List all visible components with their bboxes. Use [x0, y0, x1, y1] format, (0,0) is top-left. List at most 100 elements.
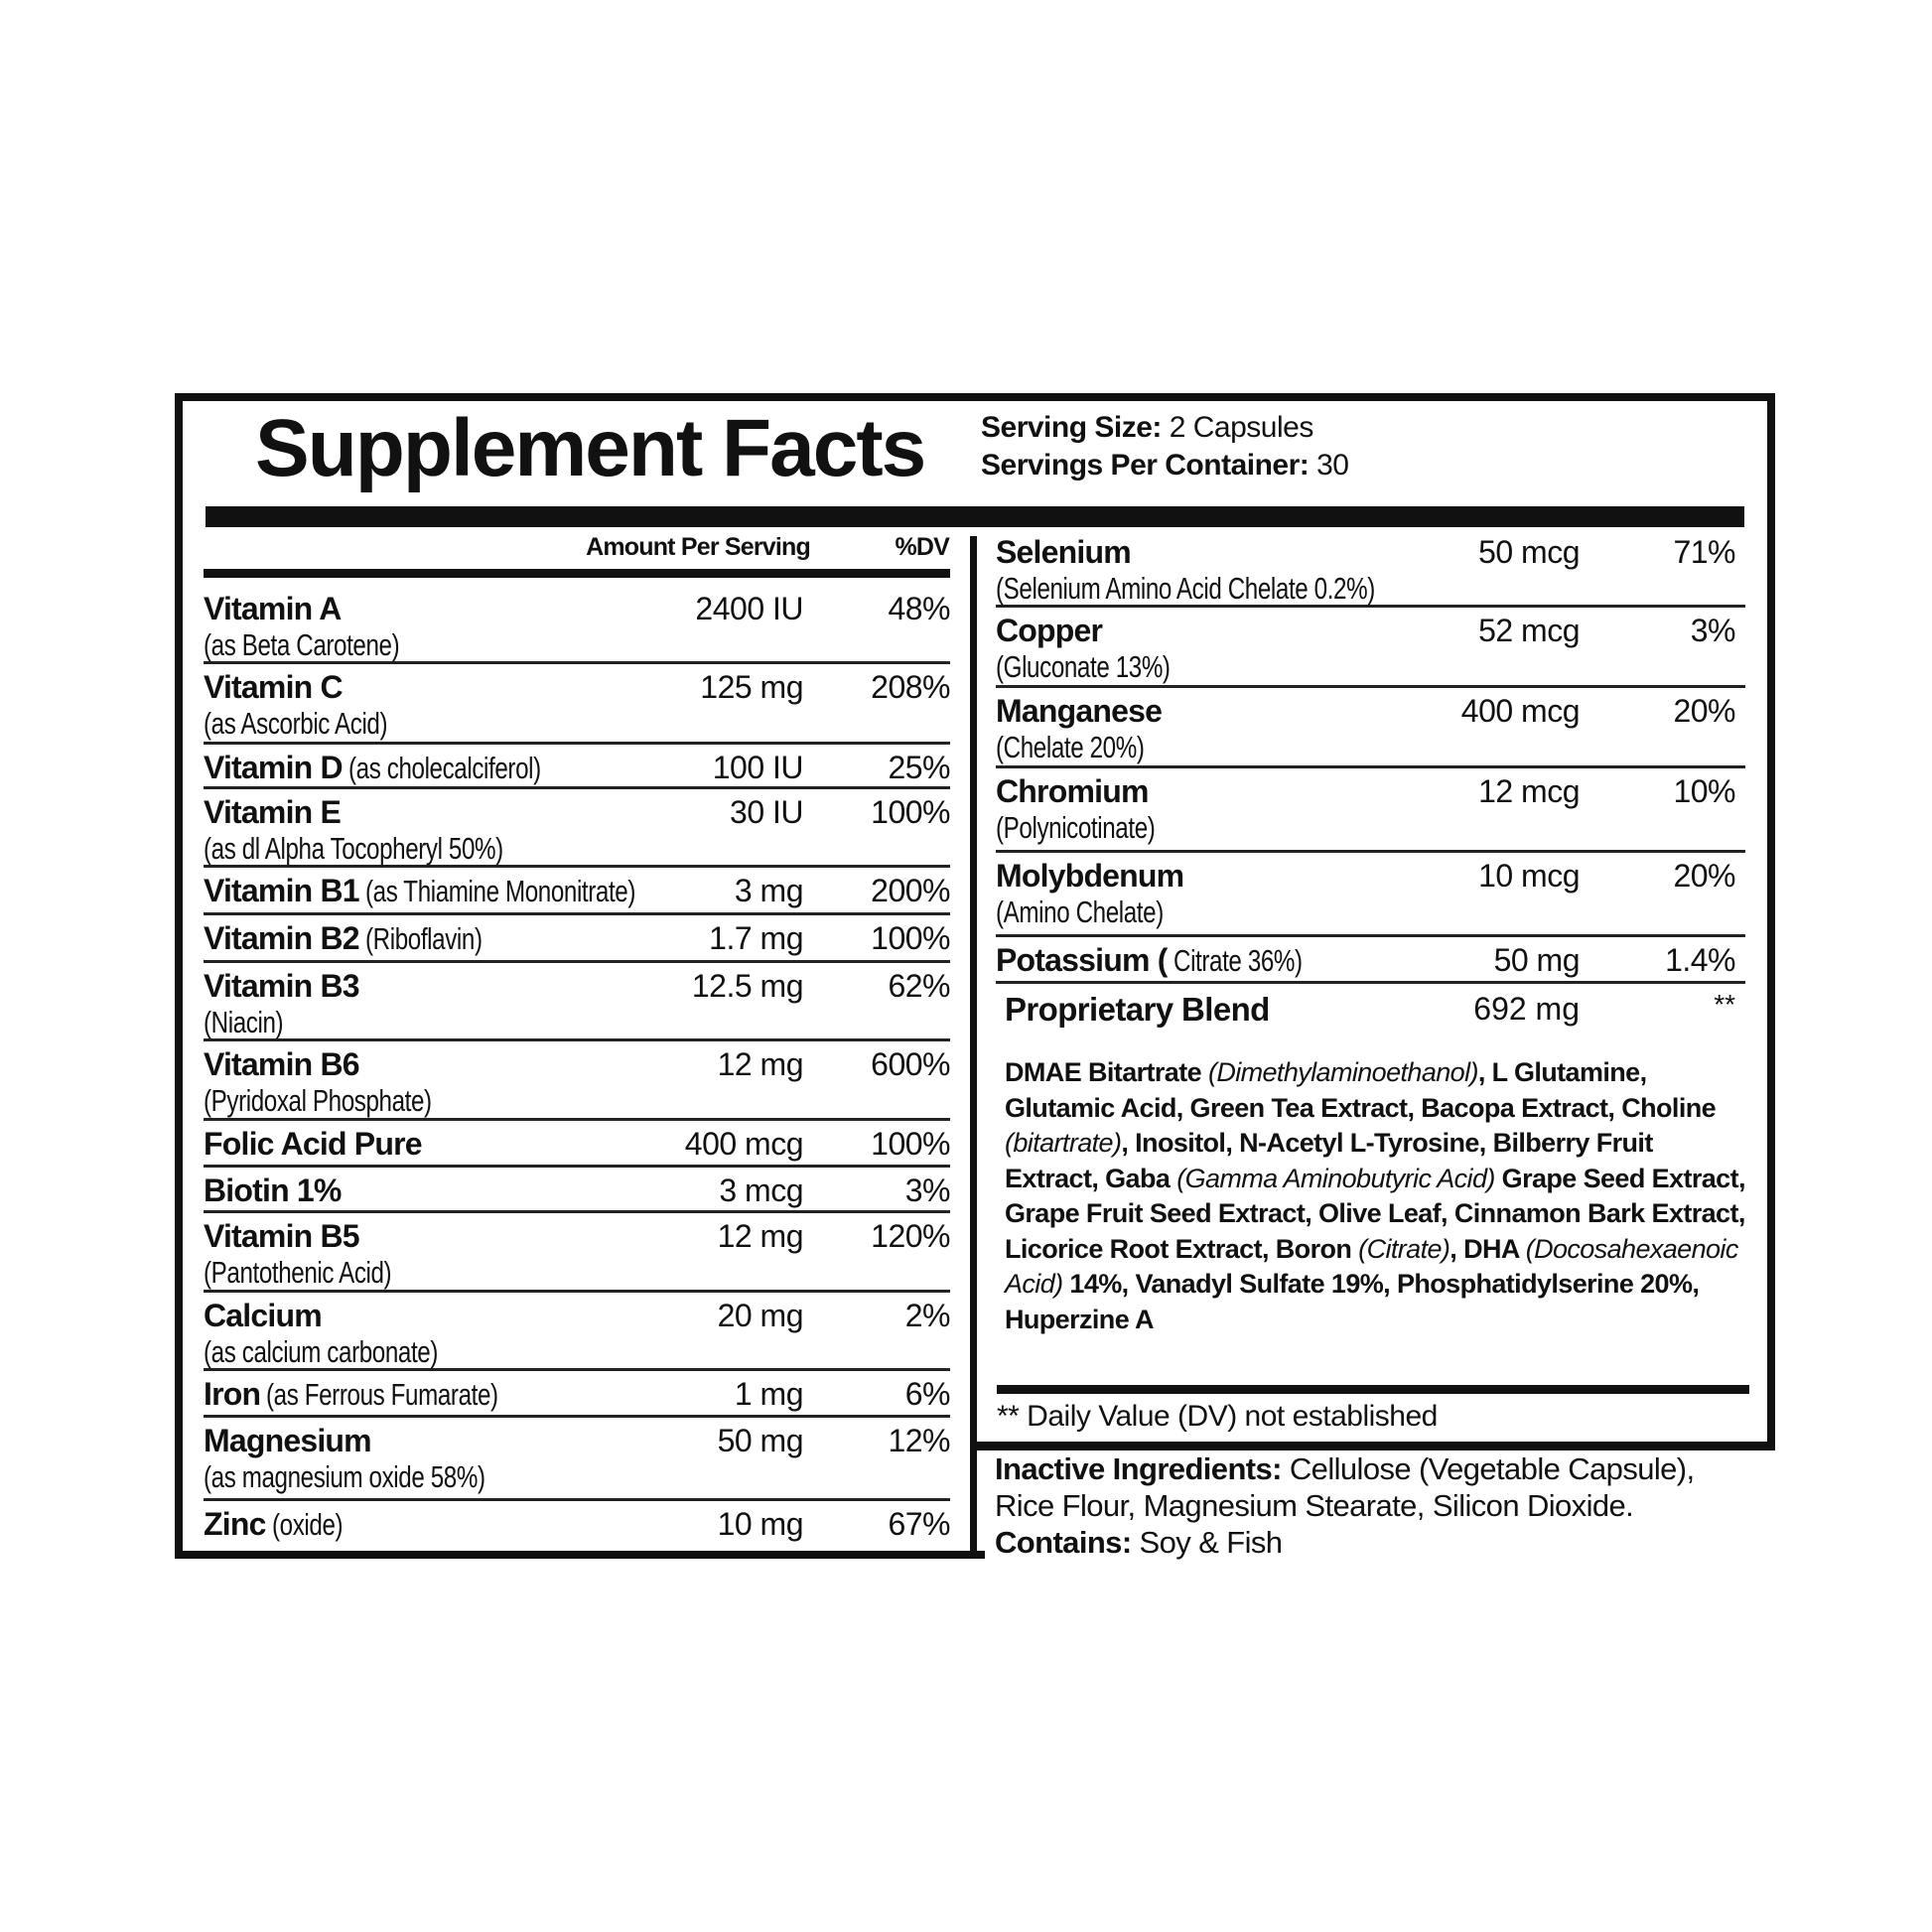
nutrient-row: Potassium ( Citrate 36%) 50 mg 1.4%	[996, 937, 1745, 984]
nutrient-dv: 62%	[888, 968, 950, 1004]
nutrient-form: (Chelate 20%)	[996, 730, 1145, 764]
nutrient-amount: 100 IU	[712, 750, 804, 785]
nutrient-form: (as dl Alpha Tocopheryl 50%)	[204, 831, 503, 866]
nutrient-name: Manganese	[996, 693, 1163, 729]
nutrient-row: Zinc (oxide) 10 mg 67%	[204, 1501, 950, 1551]
nutrient-dv: 48%	[888, 591, 950, 626]
nutrient-amount: 2400 IU	[695, 591, 803, 626]
nutrient-form: (Selenium Amino Acid Chelate 0.2%)	[996, 571, 1375, 606]
nutrient-row: Chromium (Polynicotinate) 12 mcg 10%	[996, 768, 1745, 853]
nutrient-dv: 71%	[1673, 534, 1735, 570]
nutrient-row: Molybdenum (Amino Chelate) 10 mcg 20%	[996, 853, 1745, 937]
nutrient-row: Selenium (Selenium Amino Acid Chelate 0.2…	[996, 529, 1745, 608]
nutrient-amount: 400 mcg	[1460, 693, 1581, 729]
nutrient-row: Vitamin A (as Beta Carotene) 2400 IU 48%	[204, 586, 950, 664]
nutrient-row: Manganese (Chelate 20%) 400 mcg 20%	[996, 688, 1745, 768]
nutrient-name: Calcium	[204, 1298, 323, 1333]
nutrient-dv: 12%	[888, 1423, 950, 1458]
nutrient-amount: 3 mcg	[719, 1173, 803, 1208]
nutrient-dv: 20%	[1673, 693, 1735, 729]
nutrient-amount: 10 mg	[717, 1506, 804, 1542]
nutrient-row: Vitamin B2 (Riboflavin) 1.7 mg 100%	[204, 915, 950, 963]
divider	[206, 506, 1744, 527]
nutrient-form: (Pyridoxal Phosphate)	[204, 1083, 432, 1118]
nutrient-form: (as Ascorbic Acid)	[204, 706, 388, 741]
nutrient-name: Vitamin D (as cholecalciferol)	[204, 750, 541, 785]
nutrient-name: Zinc (oxide)	[204, 1506, 343, 1542]
nutrient-row: Biotin 1% 3 mcg 3%	[204, 1168, 951, 1213]
nutrient-amount: 12 mg	[717, 1046, 804, 1082]
nutrient-dv: 10%	[1673, 773, 1735, 809]
contains: Contains: Soy & Fish	[995, 1525, 1283, 1560]
nutrient-row: Vitamin D (as cholecalciferol) 100 IU 25%	[204, 745, 950, 789]
nutrient-amount: 400 mcg	[684, 1126, 804, 1162]
header-amount: Amount Per Serving	[586, 533, 811, 561]
nutrient-amount: 12.5 mg	[691, 968, 804, 1004]
nutrient-dv: 6%	[904, 1376, 951, 1412]
nutrient-form: (Gluconate 13%)	[996, 649, 1171, 684]
nutrient-name: Biotin 1%	[204, 1173, 342, 1208]
nutrient-amount: 1 mg	[734, 1376, 804, 1412]
servings-per-container: Servings Per Container: 30	[981, 449, 1349, 482]
nutrient-amount: 125 mg	[700, 669, 803, 705]
nutrient-dv: 20%	[1673, 858, 1735, 894]
divider	[977, 1442, 1775, 1450]
nutrient-form: (Pantothenic Acid)	[204, 1255, 392, 1290]
nutrient-name: Vitamin B6	[204, 1046, 360, 1082]
nutrient-amount: 12 mcg	[1478, 773, 1580, 809]
nutrient-row: Vitamin C (as Ascorbic Acid) 125 mg 208%	[204, 664, 950, 745]
nutrient-name: Vitamin B1 (as Thiamine Mononitrate)	[204, 873, 635, 908]
nutrient-form: (as Beta Carotene)	[204, 627, 400, 662]
page-title: Supplement Facts	[255, 403, 926, 493]
nutrient-dv: 100%	[871, 794, 950, 830]
nutrient-form: (Polynicotinate)	[996, 810, 1156, 845]
nutrient-dv: 100%	[871, 920, 950, 956]
nutrient-amount: 50 mg	[1493, 942, 1581, 978]
nutrient-dv: 3%	[1690, 613, 1736, 648]
nutrient-row: Vitamin B1 (as Thiamine Mononitrate) 3 mg…	[204, 868, 950, 915]
nutrient-name: Vitamin A	[204, 591, 342, 626]
nutrient-dv: 100%	[871, 1126, 950, 1162]
nutrient-row: Vitamin B3 (Niacin) 12.5 mg 62%	[204, 963, 950, 1041]
blend-amount: 692 mg	[1473, 991, 1580, 1027]
nutrient-row: Copper (Gluconate 13%) 52 mcg 3%	[996, 608, 1745, 688]
column-divider	[970, 536, 977, 1559]
nutrient-name: Vitamin B5	[204, 1218, 360, 1254]
nutrient-name: Potassium ( Citrate 36%)	[996, 942, 1303, 978]
nutrient-row: Calcium (as calcium carbonate) 20 mg 2%	[204, 1293, 951, 1371]
blend-dv: **	[1714, 989, 1735, 1020]
inactive-ingredients: Inactive Ingredients: Cellulose (Vegetab…	[995, 1451, 1695, 1486]
nutrient-amount: 50 mg	[717, 1423, 804, 1458]
background	[985, 1450, 1775, 1570]
nutrient-dv: 120%	[871, 1218, 950, 1254]
divider	[997, 1385, 1749, 1394]
nutrient-row: Folic Acid Pure 400 mcg 100%	[204, 1121, 950, 1168]
divider	[204, 569, 950, 578]
nutrient-row: Magnesium (as magnesium oxide 58%) 50 mg 12…	[204, 1418, 950, 1501]
nutrient-dv: 208%	[871, 669, 950, 705]
nutrient-form: (as calcium carbonate)	[204, 1334, 439, 1369]
header-dv: %DV	[895, 533, 949, 561]
nutrient-row: Vitamin B5 (Pantothenic Acid) 12 mg 120%	[204, 1213, 950, 1293]
nutrient-dv: 2%	[904, 1298, 951, 1333]
blend-name: Proprietary Blend	[1005, 991, 1270, 1028]
nutrient-name: Vitamin E	[204, 794, 342, 830]
nutrient-amount: 50 mcg	[1478, 534, 1580, 570]
inactive-ingredients-cont: Rice Flour, Magnesium Stearate, Silicon …	[995, 1488, 1634, 1523]
nutrient-dv: 600%	[871, 1046, 950, 1082]
nutrient-name: Molybdenum	[996, 858, 1184, 894]
nutrient-name: Vitamin B3	[204, 968, 360, 1004]
serving-size: Serving Size: 2 Capsules	[981, 411, 1313, 444]
nutrient-row: Vitamin E (as dl Alpha Tocopheryl 50%) 30 …	[204, 789, 950, 868]
nutrient-amount: 12 mg	[717, 1218, 804, 1254]
nutrient-name: Folic Acid Pure	[204, 1126, 423, 1162]
nutrient-form: (as magnesium oxide 58%)	[204, 1459, 485, 1494]
nutrient-dv: 200%	[871, 873, 950, 908]
nutrient-form: (Amino Chelate)	[996, 895, 1164, 929]
nutrient-amount: 1.7 mg	[709, 920, 803, 956]
nutrient-dv: 67%	[888, 1506, 950, 1542]
nutrient-name: Magnesium	[204, 1423, 372, 1458]
blend-ingredients: DMAE Bitartrate (Dimethylaminoethanol), …	[1005, 1057, 1745, 1334]
nutrient-name: Copper	[996, 613, 1103, 648]
dv-note: ** Daily Value (DV) not established	[997, 1400, 1438, 1433]
